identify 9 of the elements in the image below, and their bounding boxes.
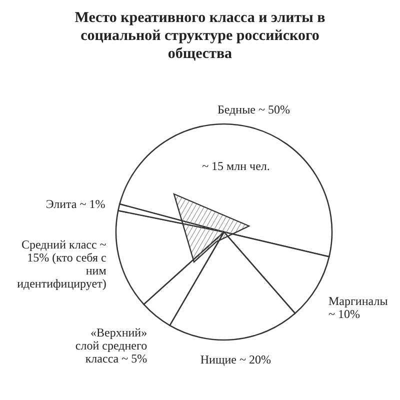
slice-label: Средний класс ~ 15% (кто себя с ним идентифицирует) xyxy=(17,238,107,291)
slice-label: Элита ~ 1% xyxy=(46,197,106,212)
slice-label: Бедные ~ 50% xyxy=(218,102,290,117)
data-label: ~ 10% xyxy=(328,306,360,321)
chart-title: Место креативного класса и элиты в социальной структуре российского общества xyxy=(74,10,326,62)
slice-label: Нищие ~ 20% xyxy=(200,352,271,366)
slice-label: Маргиналы xyxy=(328,294,388,308)
text: ~ 15 млн чел. xyxy=(202,159,270,173)
slice-label: «Верхний» слой среднего класса ~ 5% xyxy=(75,326,148,366)
